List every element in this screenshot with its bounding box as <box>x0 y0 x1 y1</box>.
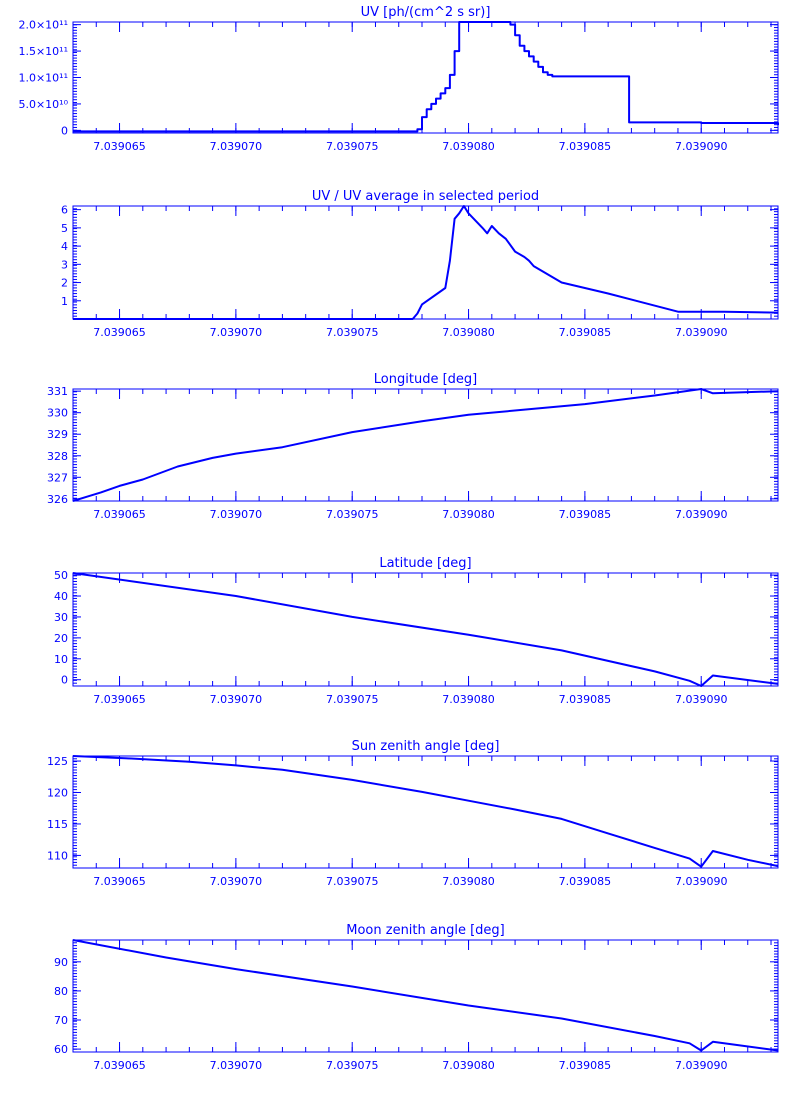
x-tick-label: 7.039075 <box>326 508 379 521</box>
x-tick-label: 7.039080 <box>442 508 495 521</box>
panel-1: UV [ph/(cm^2 s sr)] 7.039065 7.039070 7.039… <box>18 5 779 153</box>
x-tick-label: 7.039075 <box>326 875 379 888</box>
x-tick-label: 7.039065 <box>93 875 146 888</box>
panel-title: Longitude [deg] <box>374 372 477 387</box>
x-tick-label: 7.039090 <box>675 693 728 706</box>
y-tick-label: 60 <box>54 1043 68 1056</box>
series-line <box>73 205 779 320</box>
x-tick-label: 7.039075 <box>326 693 379 706</box>
y-tick-label: 1.5×10¹¹ <box>18 45 68 58</box>
x-tick-label: 7.039070 <box>210 508 263 521</box>
plot-frame <box>72 388 779 502</box>
y-tick-label: 1.0×10¹¹ <box>18 72 68 85</box>
x-tick-label: 7.039075 <box>326 1059 379 1072</box>
x-tick-label: 7.039080 <box>442 140 495 153</box>
y-tick-label: 6 <box>61 204 68 217</box>
y-tick-label: 80 <box>54 985 68 998</box>
x-tick-label: 7.039090 <box>675 1059 728 1072</box>
y-tick-label: 50 <box>54 569 68 582</box>
x-tick-label: 7.039090 <box>675 140 728 153</box>
y-tick-label: 327 <box>47 471 68 484</box>
x-tick-label: 7.039090 <box>675 875 728 888</box>
series-line <box>72 755 779 868</box>
plot-frame <box>72 755 779 869</box>
y-tick-label: 10 <box>54 653 68 666</box>
y-tick-label: 125 <box>47 755 68 768</box>
panel-4: Latitude [deg] 7.039065 7.039070 7.039075 7.… <box>54 556 779 706</box>
x-tick-label: 7.039085 <box>559 875 612 888</box>
plot-frame <box>72 572 779 687</box>
x-tick-label: 7.039065 <box>93 693 146 706</box>
x-tick-label: 7.039085 <box>559 1059 612 1072</box>
x-tick-label: 7.039070 <box>210 326 263 339</box>
x-tick-label: 7.039080 <box>442 326 495 339</box>
x-tick-label: 7.039075 <box>326 326 379 339</box>
y-tick-label: 5 <box>61 222 68 235</box>
x-tick-label: 7.039075 <box>326 140 379 153</box>
y-tick-label: 20 <box>54 632 68 645</box>
x-tick-label: 7.039085 <box>559 693 612 706</box>
y-tick-label: 326 <box>47 493 68 506</box>
y-tick-label: 4 <box>61 240 68 253</box>
y-tick-label: 1 <box>61 295 68 308</box>
y-tick-label: 120 <box>47 786 68 799</box>
y-tick-label: 328 <box>47 450 68 463</box>
x-tick-label: 7.039070 <box>210 1059 263 1072</box>
plot-frame <box>72 939 779 1053</box>
y-tick-label: 40 <box>54 590 68 603</box>
panel-6: Moon zenith angle [deg] 7.039065 7.039070 7… <box>54 923 779 1072</box>
x-tick-label: 7.039085 <box>559 140 612 153</box>
x-tick-label: 7.039085 <box>559 508 612 521</box>
y-tick-label: 115 <box>47 818 68 831</box>
y-tick-label: 2.0×10¹¹ <box>18 19 68 32</box>
y-tick-label: 90 <box>54 956 68 969</box>
x-tick-label: 7.039080 <box>442 875 495 888</box>
x-tick-label: 7.039065 <box>93 1059 146 1072</box>
series-line <box>73 21 779 133</box>
series-line <box>72 939 779 1052</box>
x-tick-label: 7.039090 <box>675 508 728 521</box>
x-tick-label: 7.039070 <box>210 693 263 706</box>
series-line <box>72 572 779 687</box>
panel-title: Latitude [deg] <box>379 556 471 571</box>
x-tick-label: 7.039080 <box>442 693 495 706</box>
panel-title: Moon zenith angle [deg] <box>346 923 504 938</box>
y-tick-label: 110 <box>47 849 68 862</box>
panel-5: Sun zenith angle [deg] 7.039065 7.039070 7.… <box>47 739 779 888</box>
y-tick-label: 2 <box>61 277 68 290</box>
y-tick-label: 331 <box>47 385 68 398</box>
y-tick-label: 70 <box>54 1014 68 1027</box>
y-tick-label: 5.0×10¹⁰ <box>18 98 68 111</box>
panel-3: Longitude [deg] 7.039065 7.039070 7.039075 7… <box>47 372 779 521</box>
y-tick-label: 30 <box>54 611 68 624</box>
x-tick-label: 7.039090 <box>675 326 728 339</box>
panel-title: UV / UV average in selected period <box>312 189 539 204</box>
x-tick-label: 7.039070 <box>210 875 263 888</box>
x-tick-label: 7.039065 <box>93 326 146 339</box>
y-tick-label: 3 <box>61 258 68 271</box>
x-tick-label: 7.039065 <box>93 508 146 521</box>
panel-title: Sun zenith angle [deg] <box>352 739 500 754</box>
panel-2: UV / UV average in selected period 7.0390… <box>61 189 779 339</box>
x-tick-label: 7.039070 <box>210 140 263 153</box>
x-tick-label: 7.039065 <box>93 140 146 153</box>
y-tick-label: 0 <box>61 674 68 687</box>
y-tick-label: 330 <box>47 407 68 420</box>
panel-title: UV [ph/(cm^2 s sr)] <box>361 5 491 20</box>
series-line <box>72 388 779 502</box>
y-tick-label: 329 <box>47 428 68 441</box>
x-tick-label: 7.039085 <box>559 326 612 339</box>
y-tick-label: 0 <box>61 124 68 137</box>
x-tick-label: 7.039080 <box>442 1059 495 1072</box>
